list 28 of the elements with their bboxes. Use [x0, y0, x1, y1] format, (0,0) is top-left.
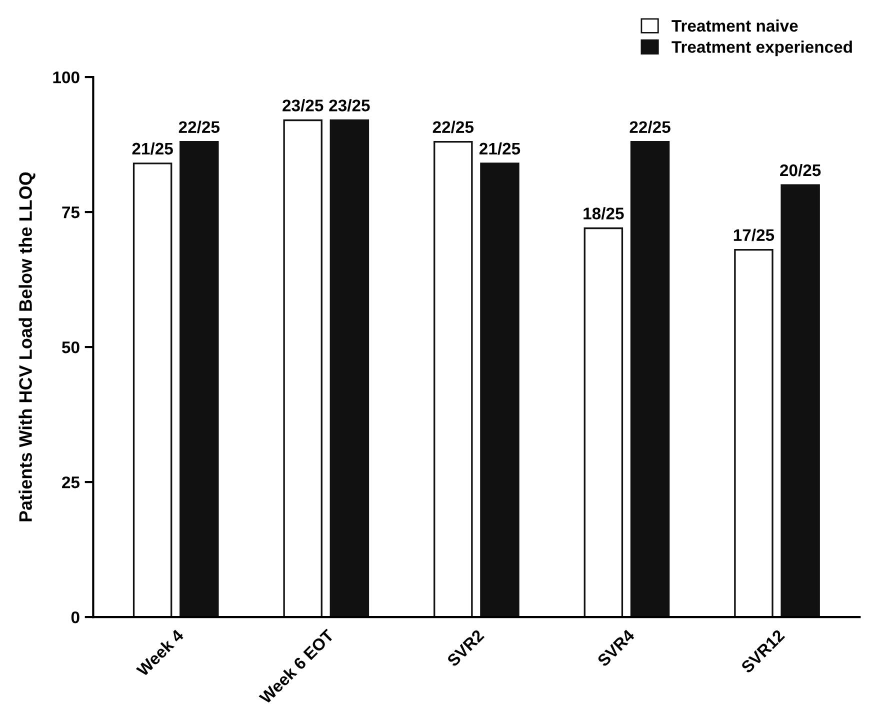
data-label: 22/25 — [630, 120, 670, 134]
bar — [780, 184, 820, 618]
legend-label: Treatment naive — [672, 19, 798, 32]
bar — [180, 141, 219, 618]
bar — [283, 119, 322, 618]
data-label: 23/25 — [282, 99, 324, 112]
bar — [132, 162, 172, 618]
data-label: 18/25 — [584, 207, 624, 220]
y-tick-label: 25 — [62, 476, 80, 488]
data-label: 20/25 — [780, 164, 821, 176]
legend-label: Treatment experienced — [672, 40, 852, 56]
data-label: 17/25 — [734, 228, 774, 242]
y-tick-label: 100 — [53, 71, 80, 84]
y-tick-label: 75 — [62, 206, 80, 218]
data-label: 21/25 — [479, 142, 520, 155]
data-label: 23/25 — [329, 99, 370, 112]
y-tick-label: 0 — [71, 611, 80, 624]
bar — [330, 119, 370, 618]
data-label: 22/25 — [178, 120, 220, 134]
y-tick-label: 50 — [62, 341, 80, 354]
bar — [480, 162, 520, 618]
y-axis-title: Patients With HCV Load Below the LLOQ — [18, 172, 36, 522]
data-label: 22/25 — [432, 120, 474, 134]
bar — [434, 141, 473, 618]
bar — [734, 249, 774, 618]
data-label: 21/25 — [132, 142, 173, 155]
bar — [584, 227, 624, 618]
bar — [630, 141, 670, 618]
